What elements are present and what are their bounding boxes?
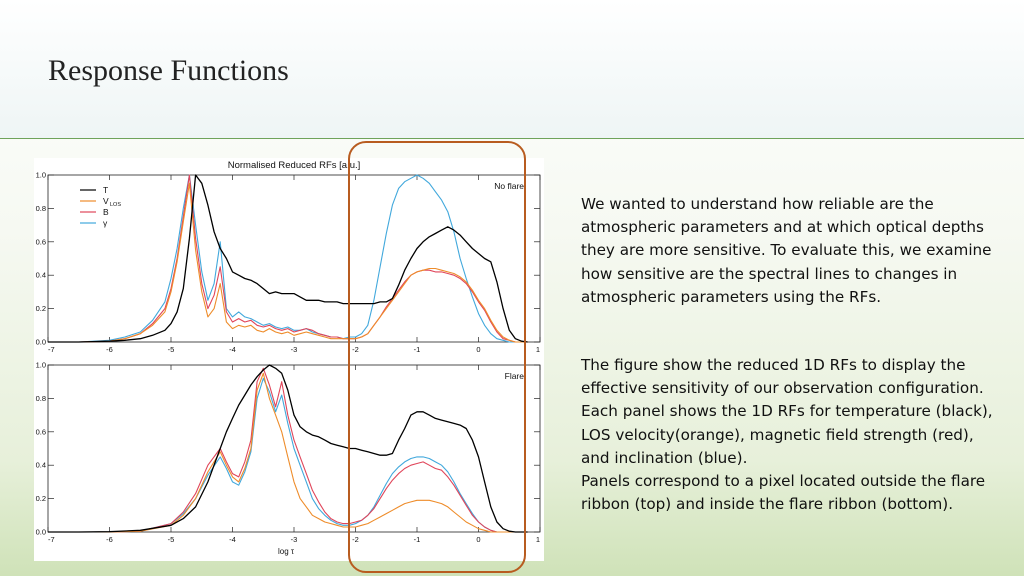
series-line-B: [48, 174, 528, 343]
y-tick-label: 1.0: [36, 361, 46, 370]
x-tick-label: -7: [48, 345, 55, 354]
description-paragraph-1: We wanted to understand how reliable are…: [581, 195, 992, 306]
y-tick-label: 0.4: [36, 271, 46, 280]
y-tick-label: 0.8: [36, 394, 46, 403]
paragraph-2-line-1: The figure show the reduced 1D RFs to di…: [581, 356, 993, 467]
sensitivity-highlight-box: [348, 141, 526, 573]
x-tick-label: -1: [414, 535, 421, 544]
legend-sub-VLOS: LOS: [110, 202, 121, 208]
x-tick-label: 0: [476, 345, 480, 354]
legend-label-T: T: [103, 185, 108, 195]
y-tick-label: 0.6: [36, 237, 46, 246]
y-tick-label: 0.0: [36, 528, 46, 537]
series-line-T: [48, 174, 528, 343]
panel-label: No flare: [494, 181, 524, 191]
x-tick-label: -6: [106, 345, 113, 354]
series-line-VLOS: [48, 182, 528, 343]
legend-label-B: B: [103, 207, 109, 217]
y-tick-label: 0.2: [36, 304, 46, 313]
slide-header: Response Functions: [0, 0, 1024, 139]
y-tick-label: 0.0: [36, 338, 46, 347]
x-axis-label: log τ: [278, 547, 295, 556]
rf-figure: Normalised Reduced RFs [a.u.] -7 -6 -5 -4 -3 -…: [34, 158, 544, 561]
panel-label: Flare: [505, 371, 525, 381]
x-tick-label: -5: [168, 345, 175, 354]
x-tick-label: 1: [536, 535, 540, 544]
x-tick-label: -2: [352, 345, 359, 354]
x-tick-label: -3: [291, 345, 298, 354]
paragraph-2-line-2: Panels correspond to a pixel located out…: [581, 472, 986, 514]
x-tick-label: -6: [106, 535, 113, 544]
x-tick-label: 0: [476, 535, 480, 544]
legend-label-VLOS: V: [103, 196, 109, 206]
x-tick-label: -3: [291, 535, 298, 544]
description-paragraph-2: The figure show the reduced 1D RFs to di…: [581, 354, 1001, 516]
chart-title: Normalised Reduced RFs [a.u.]: [228, 160, 361, 171]
x-tick-label: -5: [168, 535, 175, 544]
x-tick-label: -4: [229, 345, 236, 354]
y-tick-label: 0.6: [36, 427, 46, 436]
slide-title: Response Functions: [48, 54, 289, 87]
x-tick-label: -1: [414, 345, 421, 354]
x-tick-label: -4: [229, 535, 236, 544]
x-tick-label: 1: [536, 345, 540, 354]
y-tick-label: 0.2: [36, 494, 46, 503]
x-tick-label: -2: [352, 535, 359, 544]
y-tick-label: 0.8: [36, 204, 46, 213]
y-tick-label: 1.0: [36, 171, 46, 180]
legend-label-gamma: γ: [103, 218, 108, 228]
y-tick-label: 0.4: [36, 461, 46, 470]
x-tick-label: -7: [48, 535, 55, 544]
